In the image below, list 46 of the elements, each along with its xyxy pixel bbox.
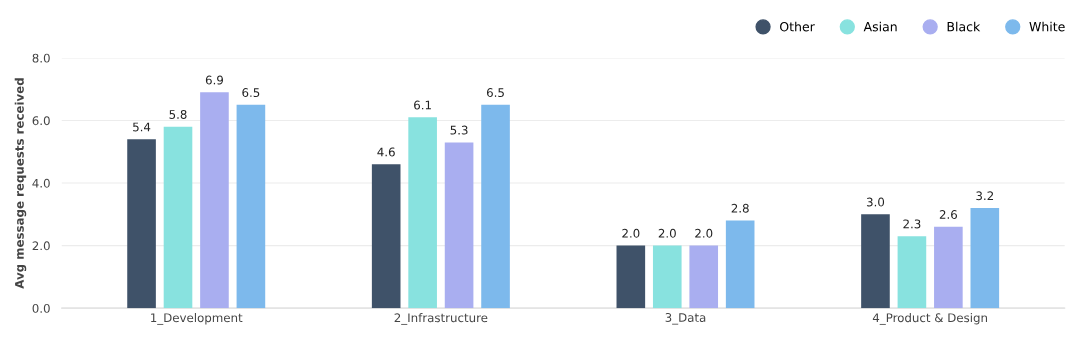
bar xyxy=(897,236,927,309)
bar xyxy=(163,126,193,309)
data-label: 4.6 xyxy=(377,147,395,157)
data-label: 6.1 xyxy=(414,100,431,110)
bar xyxy=(408,117,437,309)
data-label: 6.5 xyxy=(242,88,260,98)
x-tick-label: 4_Product & Design xyxy=(872,313,987,325)
bar xyxy=(371,164,401,309)
bar xyxy=(616,245,646,309)
data-label: 2.8 xyxy=(731,203,749,213)
y-tick-label: 8.0 xyxy=(32,53,50,63)
bar xyxy=(127,139,156,309)
bar xyxy=(725,220,755,309)
legend-label: Other xyxy=(780,21,815,32)
y-tick-label: 0.0 xyxy=(32,303,50,313)
bar xyxy=(200,92,229,309)
bar xyxy=(481,104,510,309)
data-label: 2.0 xyxy=(658,228,676,238)
bar xyxy=(934,226,963,309)
data-label: 5.3 xyxy=(450,125,468,135)
x-tick-label: 3_Data xyxy=(665,313,706,325)
bar xyxy=(970,208,1000,309)
y-tick-label: 4.0 xyxy=(32,178,50,188)
data-label: 3.2 xyxy=(976,191,994,201)
x-tick-label: 1_Development xyxy=(151,313,243,325)
data-label: 2.0 xyxy=(695,228,713,238)
legend-label: White xyxy=(1029,21,1065,32)
data-label: 6.5 xyxy=(486,88,504,98)
y-tick-label: 2.0 xyxy=(32,241,50,251)
legend-label: Black xyxy=(947,21,981,32)
bar xyxy=(861,214,890,309)
bar xyxy=(444,142,474,309)
data-label: 2.3 xyxy=(903,219,921,229)
y-tick-label: 6.0 xyxy=(32,116,50,126)
data-label: 2.6 xyxy=(939,210,958,219)
data-label: 2.0 xyxy=(622,228,640,238)
y-axis-title: Avg message requests received xyxy=(14,78,27,289)
data-label: 6.9 xyxy=(205,75,224,85)
data-label: 5.4 xyxy=(133,122,151,132)
legend-label: Asian xyxy=(863,21,897,32)
data-label: 5.8 xyxy=(169,109,187,119)
bar xyxy=(652,245,682,309)
bar xyxy=(689,245,719,309)
data-label: 3.0 xyxy=(866,197,885,207)
x-tick-label: 2_Infrastructure xyxy=(394,313,488,325)
bar xyxy=(236,104,266,309)
